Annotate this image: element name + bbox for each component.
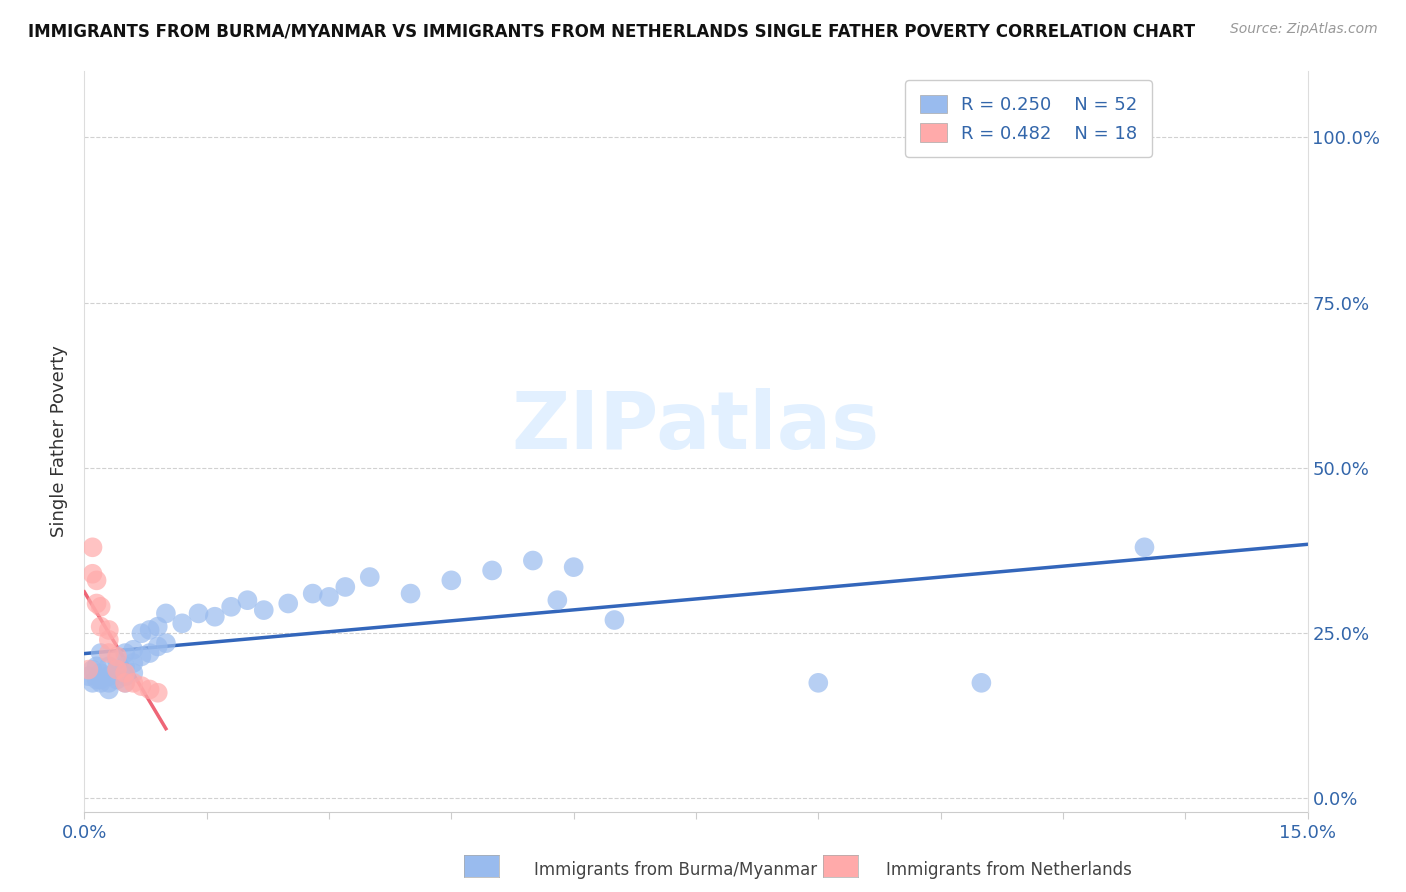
- Point: [399, 586, 422, 600]
- Point: [90, 665, 112, 680]
- Point: [122, 642, 145, 657]
- Point: [277, 597, 299, 611]
- Point: [1133, 541, 1156, 555]
- Point: [131, 679, 153, 693]
- Point: [546, 593, 568, 607]
- Point: [481, 564, 503, 578]
- Point: [155, 607, 177, 621]
- Point: [131, 626, 153, 640]
- Point: [970, 675, 993, 690]
- Point: [97, 669, 120, 683]
- Point: [90, 675, 112, 690]
- Text: ZIPatlas: ZIPatlas: [512, 388, 880, 466]
- Point: [114, 669, 136, 683]
- Text: IMMIGRANTS FROM BURMA/MYANMAR VS IMMIGRANTS FROM NETHERLANDS SINGLE FATHER POVER: IMMIGRANTS FROM BURMA/MYANMAR VS IMMIGRA…: [28, 22, 1195, 40]
- Point: [138, 682, 160, 697]
- Point: [86, 673, 108, 687]
- Point: [131, 649, 153, 664]
- Point: [86, 597, 108, 611]
- Point: [77, 663, 100, 677]
- Point: [90, 673, 112, 687]
- Point: [219, 599, 242, 614]
- Point: [90, 599, 112, 614]
- Point: [86, 659, 108, 673]
- Point: [122, 675, 145, 690]
- Point: [97, 659, 120, 673]
- Point: [807, 675, 830, 690]
- Point: [90, 620, 112, 634]
- Y-axis label: Single Father Poverty: Single Father Poverty: [51, 345, 69, 538]
- Point: [603, 613, 626, 627]
- Point: [97, 623, 120, 637]
- Point: [335, 580, 357, 594]
- Point: [105, 663, 128, 677]
- Point: [97, 632, 120, 647]
- Point: [82, 663, 104, 677]
- Point: [114, 675, 136, 690]
- Point: [105, 653, 128, 667]
- Point: [522, 553, 544, 567]
- Point: [562, 560, 585, 574]
- Point: [97, 675, 120, 690]
- Point: [318, 590, 340, 604]
- Point: [97, 682, 120, 697]
- Point: [114, 646, 136, 660]
- Point: [359, 570, 381, 584]
- Text: Immigrants from Burma/Myanmar: Immigrants from Burma/Myanmar: [534, 861, 817, 879]
- Point: [204, 609, 226, 624]
- Point: [105, 663, 128, 677]
- Point: [301, 586, 323, 600]
- Point: [105, 673, 128, 687]
- Point: [86, 574, 108, 588]
- Point: [172, 616, 194, 631]
- Point: [440, 574, 463, 588]
- Point: [146, 620, 169, 634]
- Point: [82, 675, 104, 690]
- Point: [114, 665, 136, 680]
- Point: [138, 623, 160, 637]
- Point: [114, 675, 136, 690]
- Point: [105, 649, 128, 664]
- Point: [138, 646, 160, 660]
- Point: [82, 566, 104, 581]
- Text: Immigrants from Netherlands: Immigrants from Netherlands: [886, 861, 1132, 879]
- Point: [236, 593, 259, 607]
- Point: [77, 669, 100, 683]
- Point: [82, 541, 104, 555]
- Point: [155, 636, 177, 650]
- Text: Source: ZipAtlas.com: Source: ZipAtlas.com: [1230, 22, 1378, 37]
- Point: [114, 659, 136, 673]
- Point: [253, 603, 276, 617]
- Legend: R = 0.250    N = 52, R = 0.482    N = 18: R = 0.250 N = 52, R = 0.482 N = 18: [905, 80, 1152, 157]
- Point: [90, 646, 112, 660]
- Point: [97, 646, 120, 660]
- Point: [187, 607, 209, 621]
- Point: [122, 656, 145, 670]
- Point: [146, 686, 169, 700]
- Point: [122, 665, 145, 680]
- Point: [146, 640, 169, 654]
